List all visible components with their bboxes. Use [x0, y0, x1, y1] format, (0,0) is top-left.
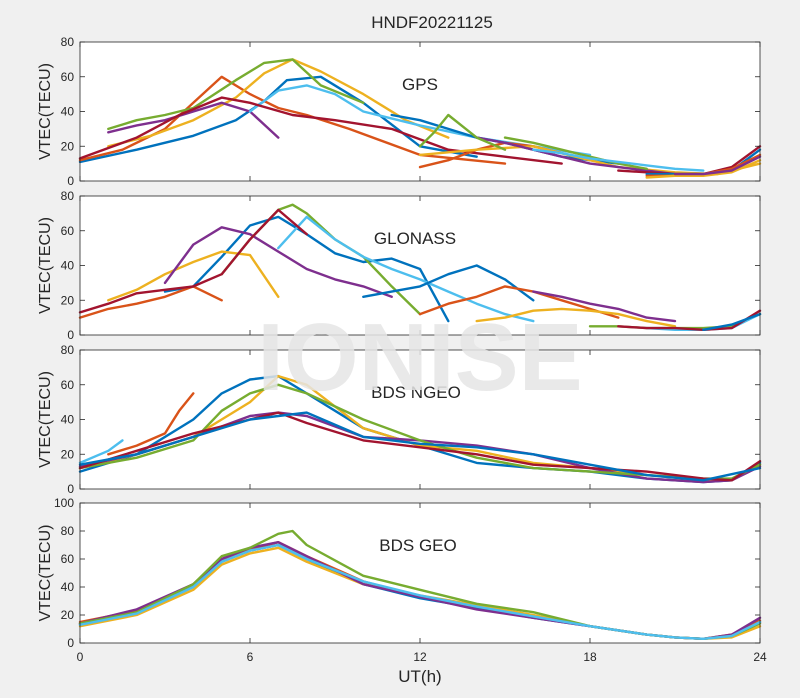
- y-tick-label: 60: [61, 70, 75, 84]
- plot-area: [80, 196, 760, 335]
- y-tick-label: 0: [67, 174, 74, 188]
- y-axis-label: VTEC(TECU): [37, 63, 54, 160]
- series-line: [532, 148, 705, 172]
- y-tick-label: 20: [61, 139, 75, 153]
- series-line: [475, 307, 677, 328]
- x-tick-label: 0: [77, 650, 84, 664]
- series-line: [163, 226, 393, 298]
- y-tick-label: 60: [61, 552, 75, 566]
- plot-area: [80, 503, 760, 643]
- y-tick-label: 0: [67, 482, 74, 496]
- y-tick-label: 80: [61, 189, 75, 203]
- panel-3: 0 20 40 60 80 VTEC(TECU) BDS NGEO: [37, 343, 762, 496]
- series-line: [78, 208, 308, 314]
- series-line: [78, 543, 762, 640]
- series-line: [78, 75, 478, 164]
- figure-title: HNDF20221125: [371, 13, 493, 32]
- series-line: [107, 250, 280, 302]
- series-line: [673, 155, 762, 176]
- series-line: [107, 58, 365, 131]
- series-line: [532, 290, 677, 323]
- y-tick-label: 80: [61, 343, 75, 357]
- watermark: IONISE: [257, 304, 582, 411]
- y-tick-label: 60: [61, 378, 75, 392]
- panel-label: BDS NGEO: [371, 383, 461, 402]
- series-line: [78, 285, 223, 319]
- y-tick-label: 20: [61, 293, 75, 307]
- x-axis-label: UT(h): [398, 667, 441, 686]
- y-tick-label: 60: [61, 224, 75, 238]
- y-axis-label: VTEC(TECU): [37, 371, 54, 468]
- x-tick-label: 24: [753, 650, 767, 664]
- y-tick-label: 40: [61, 580, 75, 594]
- panel-label: BDS GEO: [379, 536, 456, 555]
- y-axis-label: VTEC(TECU): [37, 525, 54, 622]
- y-tick-label: 40: [61, 105, 75, 119]
- panel-label: GPS: [402, 75, 438, 94]
- y-axis-label: VTEC(TECU): [37, 217, 54, 314]
- series-line: [107, 392, 195, 456]
- series-line: [277, 215, 535, 323]
- panel-2: 0 20 40 60 80 VTEC(TECU) GLONASS: [37, 189, 762, 342]
- series-line: [645, 158, 762, 179]
- series-line: [362, 264, 535, 302]
- y-tick-label: 80: [61, 35, 75, 49]
- y-tick-label: 0: [67, 636, 74, 650]
- y-tick-label: 40: [61, 259, 75, 273]
- y-tick-label: 20: [61, 447, 75, 461]
- x-tick-label: 6: [247, 650, 254, 664]
- y-tick-label: 0: [67, 328, 74, 342]
- x-tick-label: 18: [583, 650, 597, 664]
- panel-4: 0 20 40 60 80 100 0 6 12 18 24 VTEC(TECU) BDS GEO: [37, 496, 767, 664]
- series-line: [78, 411, 762, 482]
- panel-1: 0 20 40 60 80 VTEC(TECU) GPS: [37, 35, 762, 188]
- series-line: [617, 309, 762, 331]
- series-line: [107, 58, 450, 148]
- y-tick-label: 20: [61, 608, 75, 622]
- series-line: [418, 113, 507, 151]
- series-line: [78, 439, 124, 465]
- series-line: [702, 312, 762, 331]
- series-line: [475, 136, 677, 176]
- x-tick-label: 12: [413, 650, 427, 664]
- y-tick-label: 40: [61, 413, 75, 427]
- series-line: [418, 285, 620, 319]
- panel-label: GLONASS: [374, 229, 456, 248]
- series-line: [78, 411, 762, 482]
- series-line: [503, 136, 648, 171]
- y-tick-label: 100: [54, 496, 74, 510]
- y-tick-label: 80: [61, 524, 75, 538]
